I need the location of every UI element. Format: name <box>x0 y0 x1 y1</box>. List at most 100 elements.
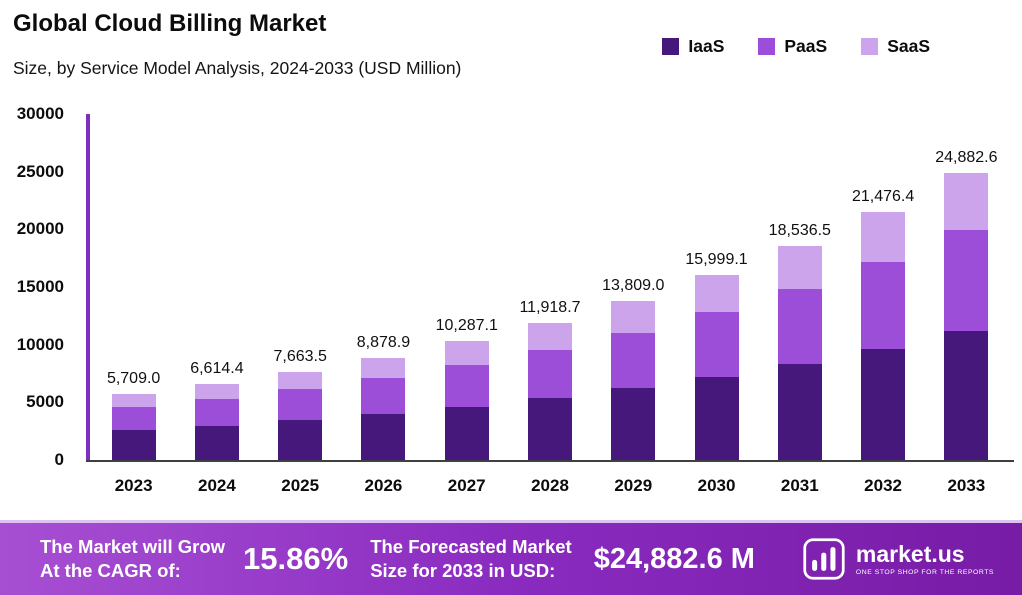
stacked-bar-2029 <box>611 300 656 460</box>
bar-segment-saas <box>527 322 572 351</box>
market-us-logo-icon <box>803 538 845 580</box>
bar-segment-paas <box>944 230 989 331</box>
bar-group-2030: 15,999.1 <box>675 114 758 460</box>
x-axis-label-2032: 2032 <box>864 476 902 495</box>
chart-subtitle: Size, by Service Model Analysis, 2024-20… <box>13 58 462 78</box>
x-axis-label-2030: 2030 <box>697 476 736 495</box>
forecast-label-line2: Size for 2033 in USD: <box>370 560 556 581</box>
legend-item-saas: SaaS <box>861 36 930 57</box>
cagr-label-line1: The Market will Grow <box>40 535 226 557</box>
y-tick-label: 20000 <box>16 219 64 239</box>
x-axis-label-2028: 2028 <box>531 476 569 495</box>
bar-group-2033: 24,882.6 <box>925 114 1008 460</box>
y-tick-label: 25000 <box>16 161 64 181</box>
bar-group-2032: 21,476.4 <box>841 114 924 460</box>
x-axis: 2023 2024 2025 2026 2027 2028 2029 2030 2031 2032… <box>92 476 1008 500</box>
chart-legend: IaaS PaaS SaaS <box>662 36 930 57</box>
x-axis-label-2031: 2031 <box>780 476 819 495</box>
stacked-bar-2028 <box>527 322 572 460</box>
forecast-label-line1: The Forecasted Market <box>370 535 572 557</box>
stacked-bar-2025 <box>278 371 323 460</box>
stacked-bar-2026 <box>361 357 406 460</box>
bar-value-label: 10,287.1 <box>435 317 498 335</box>
bar-segment-iaas <box>777 363 822 460</box>
cagr-label-line2: At the CAGR of: <box>40 560 181 581</box>
legend-label-saas: SaaS <box>887 36 930 56</box>
x-axis-label-2033: 2033 <box>947 476 986 495</box>
bar-segment-saas <box>444 341 489 366</box>
bar-value-label: 15,999.1 <box>685 251 748 269</box>
bar-segment-saas <box>278 371 323 390</box>
bar-value-label: 18,536.5 <box>768 222 831 240</box>
bar-segment-iaas <box>278 420 323 460</box>
bar-segment-paas <box>444 365 489 407</box>
bar-segment-saas <box>194 383 239 399</box>
bar-segment-saas <box>944 173 989 231</box>
bar-group-2031: 18,536.5 <box>758 114 841 460</box>
x-axis-label-2025: 2025 <box>281 476 320 495</box>
bar-segment-iaas <box>111 430 156 460</box>
bar-group-2025: 7,663.5 <box>259 114 342 460</box>
x-axis-label-2026: 2026 <box>364 476 403 495</box>
bar-group-2023: 5,709.0 <box>92 114 175 460</box>
y-axis-line <box>86 114 90 462</box>
bar-segment-saas <box>861 212 906 262</box>
brand-tagline: ONE STOP SHOP FOR THE REPORTS <box>855 568 994 576</box>
y-tick-label: 5000 <box>26 392 64 412</box>
bar-segment-paas <box>527 350 572 399</box>
cagr-label: The Market will Grow At the CAGR of: <box>40 535 225 583</box>
stacked-bar-2032 <box>861 212 906 460</box>
legend-item-iaas: IaaS <box>662 36 724 57</box>
bar-segment-iaas <box>611 388 656 460</box>
footer-banner: The Market will Grow At the CAGR of: 15.… <box>0 520 1022 595</box>
bar-segment-saas <box>694 275 739 313</box>
bar-segment-paas <box>861 261 906 349</box>
bar-value-label: 5,709.0 <box>106 370 161 388</box>
bar-value-label: 6,614.4 <box>190 359 244 377</box>
bar-segment-paas <box>611 332 656 389</box>
legend-swatch-iaas <box>662 38 680 55</box>
bar-value-label: 7,663.5 <box>273 347 327 365</box>
bar-segment-saas <box>777 246 822 289</box>
legend-swatch-paas <box>758 38 776 55</box>
forecast-value: $24,882.6 M <box>593 542 755 575</box>
bar-group-2024: 6,614.4 <box>175 114 258 460</box>
x-axis-label-2023: 2023 <box>114 476 153 495</box>
bar-group-2028: 11,918.7 <box>508 114 591 460</box>
y-tick-label: 30000 <box>16 104 64 123</box>
bar-segment-iaas <box>194 425 239 460</box>
x-axis-label-2029: 2029 <box>614 476 653 495</box>
bar-group-2029: 13,809.0 <box>592 114 675 460</box>
brand-name: market.us <box>855 540 965 567</box>
bar-segment-paas <box>278 389 323 421</box>
bar-segment-saas <box>111 394 156 408</box>
bar-segment-saas <box>361 357 406 379</box>
plot-area: 5,709.0 6,614.4 7,663.5 8,878.9 10,287.1 11,9… <box>86 114 1014 462</box>
y-tick-label: 10000 <box>16 334 64 354</box>
page-title: Global Cloud Billing Market <box>13 10 327 37</box>
bar-value-label: 24,882.6 <box>935 149 998 167</box>
bar-segment-iaas <box>527 398 572 460</box>
bar-segment-iaas <box>444 406 489 460</box>
bar-group-2027: 10,287.1 <box>425 114 508 460</box>
brand-logo: market.us ONE STOP SHOP FOR THE REPORTS <box>802 537 994 581</box>
bar-group-2026: 8,878.9 <box>342 114 425 460</box>
bar-value-label: 8,878.9 <box>356 333 411 351</box>
cagr-value: 15.86% <box>243 541 349 576</box>
bar-segment-paas <box>694 312 739 377</box>
brand-text: market.us ONE STOP SHOP FOR THE REPORTS <box>855 540 994 576</box>
bar-segment-paas <box>194 398 239 426</box>
bar-segment-iaas <box>694 376 739 460</box>
bar-segment-iaas <box>361 413 406 460</box>
bar-segment-iaas <box>944 330 989 460</box>
y-axis: 0 5000 10000 15000 20000 25000 30000 <box>0 104 64 469</box>
legend-label-paas: PaaS <box>784 36 828 56</box>
stacked-bar-2024 <box>194 383 239 460</box>
stacked-bar-2030 <box>694 275 739 460</box>
stacked-bar-2031 <box>777 246 822 460</box>
stacked-bar-2023 <box>111 394 156 460</box>
forecast-label: The Forecasted Market Size for 2033 in U… <box>370 535 572 583</box>
y-tick-label: 15000 <box>16 277 64 296</box>
bar-value-label: 21,476.4 <box>851 188 915 206</box>
